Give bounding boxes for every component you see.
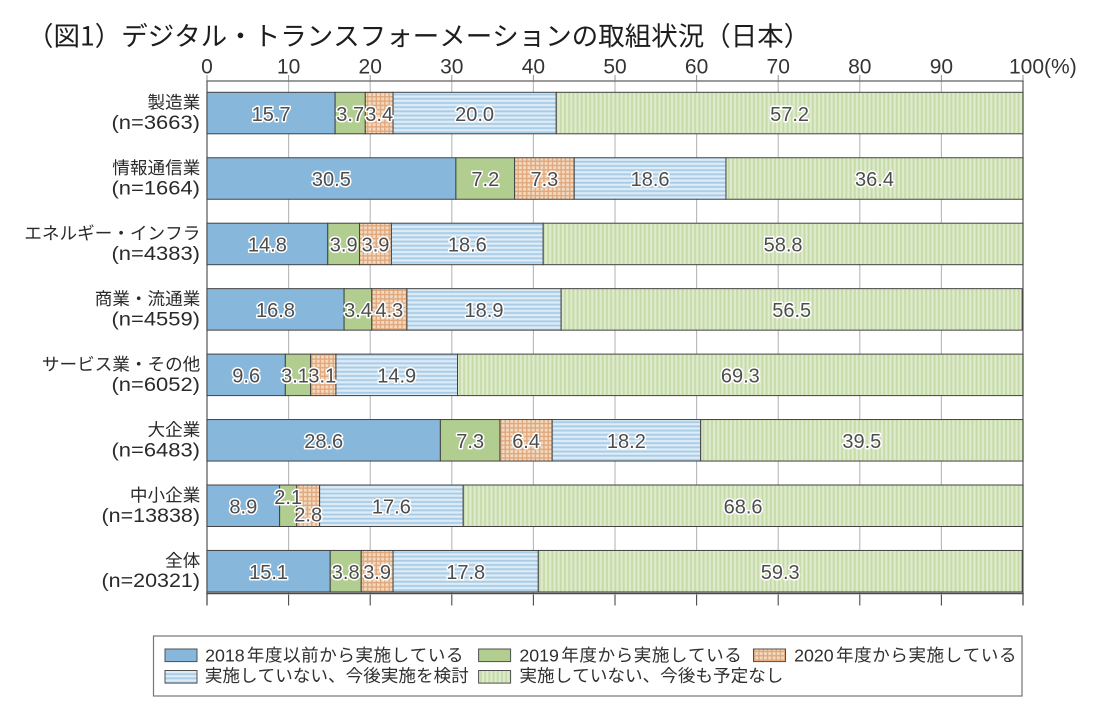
svg-text:3.9: 3.9 — [362, 235, 390, 257]
svg-text:14.8: 14.8 — [248, 235, 287, 257]
svg-text:2019: 2019 — [519, 645, 559, 665]
svg-text:2020: 2020 — [794, 645, 834, 665]
svg-text:90: 90 — [930, 56, 953, 79]
svg-text:70: 70 — [767, 56, 790, 79]
svg-text:3.1: 3.1 — [281, 366, 309, 388]
svg-text:18.9: 18.9 — [465, 300, 504, 322]
svg-text:3.4: 3.4 — [365, 104, 393, 126]
svg-text:28.6: 28.6 — [304, 431, 343, 453]
svg-text:30.5: 30.5 — [312, 169, 351, 191]
svg-text:4.3: 4.3 — [375, 300, 403, 322]
svg-text:(n=4383): (n=4383) — [112, 243, 201, 265]
svg-text:3.9: 3.9 — [363, 562, 391, 584]
svg-text:39.5: 39.5 — [842, 431, 881, 453]
svg-text:2018: 2018 — [205, 645, 245, 665]
svg-text:18.2: 18.2 — [607, 431, 646, 453]
svg-text:2.8: 2.8 — [294, 505, 322, 527]
svg-text:(n=6052): (n=6052) — [112, 374, 201, 396]
svg-text:6.4: 6.4 — [512, 431, 540, 453]
svg-text:80: 80 — [848, 56, 871, 79]
svg-text:(n=20321): (n=20321) — [102, 570, 201, 592]
svg-text:58.8: 58.8 — [764, 235, 803, 257]
svg-text:7.3: 7.3 — [530, 169, 558, 191]
svg-text:59.3: 59.3 — [761, 562, 800, 584]
svg-text:10: 10 — [277, 56, 300, 79]
svg-text:17.6: 17.6 — [372, 497, 411, 519]
svg-text:36.4: 36.4 — [855, 169, 894, 191]
svg-text:57.2: 57.2 — [770, 104, 809, 126]
svg-text:3.4: 3.4 — [344, 300, 372, 322]
svg-text:18.6: 18.6 — [448, 235, 487, 257]
svg-text:30: 30 — [440, 56, 463, 79]
svg-text:8.9: 8.9 — [229, 497, 257, 519]
svg-text:9.6: 9.6 — [232, 366, 260, 388]
svg-text:(n=4559): (n=4559) — [112, 308, 201, 330]
svg-text:16.8: 16.8 — [256, 300, 295, 322]
svg-text:(n=13838): (n=13838) — [102, 505, 201, 527]
svg-text:15.1: 15.1 — [249, 562, 288, 584]
svg-text:50: 50 — [603, 56, 626, 79]
svg-text:20: 20 — [359, 56, 382, 79]
svg-text:40: 40 — [522, 56, 545, 79]
svg-text:3.8: 3.8 — [332, 562, 360, 584]
svg-text:3.9: 3.9 — [330, 235, 358, 257]
svg-text:20.0: 20.0 — [455, 104, 494, 126]
svg-text:7.3: 7.3 — [456, 431, 484, 453]
svg-text:2.1: 2.1 — [274, 487, 302, 509]
svg-text:3.7: 3.7 — [336, 104, 364, 126]
svg-text:15.7: 15.7 — [252, 104, 291, 126]
svg-text:68.6: 68.6 — [724, 497, 763, 519]
svg-text:3.1: 3.1 — [308, 366, 336, 388]
svg-text:56.5: 56.5 — [772, 300, 811, 322]
svg-text:100(%): 100(%) — [1009, 56, 1077, 79]
svg-text:17.8: 17.8 — [446, 562, 485, 584]
svg-text:60: 60 — [685, 56, 708, 79]
svg-text:(n=6483): (n=6483) — [112, 439, 201, 461]
svg-text:0: 0 — [201, 56, 213, 79]
svg-text:(n=1664): (n=1664) — [112, 178, 201, 200]
svg-text:14.9: 14.9 — [377, 366, 416, 388]
svg-text:7.2: 7.2 — [471, 169, 499, 191]
svg-text:18.6: 18.6 — [631, 169, 670, 191]
svg-text:69.3: 69.3 — [721, 366, 760, 388]
svg-text:(n=3663): (n=3663) — [112, 112, 201, 134]
